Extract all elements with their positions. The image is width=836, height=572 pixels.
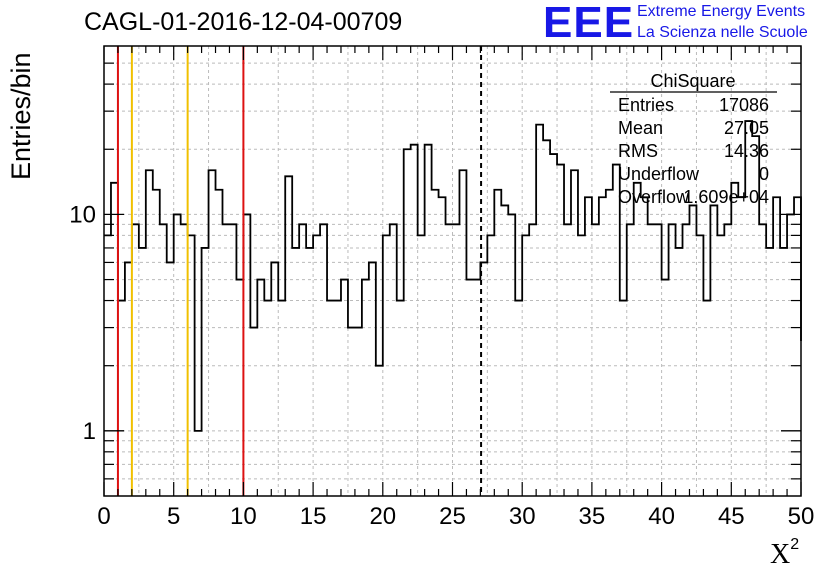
stats-row-value: 14.36 [724, 141, 769, 161]
stats-row-value: 17086 [719, 95, 769, 115]
y-axis-label: Entries/bin [6, 52, 36, 180]
x-tick-label: 0 [97, 503, 110, 530]
stats-row-label: RMS [618, 141, 658, 161]
stats-row-label: Underflow [618, 164, 700, 184]
x-tick-label: 40 [648, 503, 675, 530]
y-tick-label: 10 [69, 201, 96, 228]
stats-row-label: Overflow [618, 187, 690, 207]
x-tick-label: 30 [509, 503, 536, 530]
x-tick-label: 15 [300, 503, 327, 530]
stats-row-label: Mean [618, 118, 663, 138]
eee-logo: EEE [543, 0, 635, 47]
stats-row-value: 1.609e+04 [683, 187, 769, 207]
x-axis-label: X2 [770, 536, 799, 571]
stats-row-value: 27.05 [724, 118, 769, 138]
logo-tagline-1: Extreme Energy Events [637, 3, 806, 20]
x-tick-label: 25 [439, 503, 466, 530]
x-tick-label: 5 [167, 503, 180, 530]
x-tick-label: 35 [579, 503, 606, 530]
x-tick-label: 45 [718, 503, 745, 530]
logo-tagline-2: La Scienza nelle Scuole [637, 24, 808, 41]
x-tick-label: 20 [369, 503, 396, 530]
x-tick-label: 10 [230, 503, 257, 530]
y-tick-label: 1 [83, 418, 96, 445]
histogram-bins [104, 120, 802, 432]
x-axis-label-superscript: 2 [790, 536, 800, 553]
stats-row-label: Entries [618, 95, 674, 115]
stats-row-value: 0 [759, 164, 769, 184]
stats-box-name: ChiSquare [650, 71, 735, 91]
chart-title: CAGL-01-2016-12-04-00709 [84, 8, 403, 36]
x-tick-label: 50 [788, 503, 815, 530]
x-axis-label-text: X [770, 539, 791, 570]
